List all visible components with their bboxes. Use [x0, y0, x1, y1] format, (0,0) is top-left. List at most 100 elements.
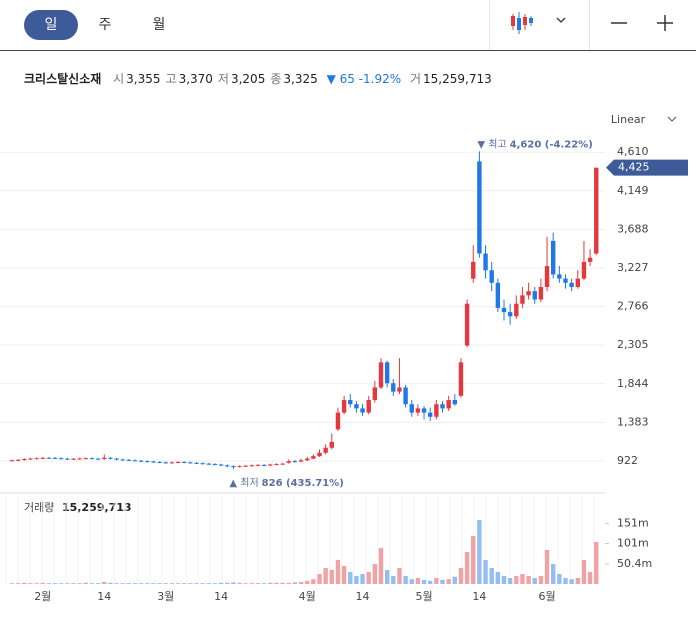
volume-bar [526, 575, 531, 584]
volume-bar [22, 582, 27, 584]
candle-body [182, 461, 187, 463]
volume-bar [391, 575, 396, 584]
volume-bar [182, 583, 187, 584]
candle-body [138, 460, 144, 462]
candle-body [243, 465, 248, 467]
candle-body [495, 282, 501, 308]
volume-bar [415, 577, 421, 584]
volume-bar [40, 582, 45, 584]
volume-bar [428, 580, 433, 584]
stock-name: 크리스탈신소재 [24, 72, 102, 86]
candle-body [206, 463, 211, 465]
volume-bar [138, 583, 144, 584]
volume-bar [354, 575, 359, 584]
field-label: 저 [217, 72, 229, 86]
volume-bar [65, 583, 70, 584]
volume-bar [194, 583, 199, 584]
annotation-value: 4,620 (-4.22%) [510, 139, 593, 150]
volume-bar [520, 573, 525, 584]
candle-body [28, 458, 33, 460]
volume-bar [280, 582, 285, 584]
volume-bar [532, 577, 537, 584]
candle-body [544, 266, 550, 287]
price-tag-label: 4,425 [618, 161, 650, 174]
scale-dropdown[interactable] [667, 116, 677, 122]
volume-bar [175, 583, 181, 584]
volume-bar [114, 583, 119, 584]
tab-week[interactable]: 주 [98, 17, 112, 33]
quote-field: 고 3,370 [166, 72, 213, 86]
candle-body [501, 307, 507, 313]
candle-body [77, 458, 82, 460]
y-tick-label: 3,688 [617, 222, 649, 235]
volume-bar [452, 576, 457, 584]
zoom-buttons[interactable] [596, 0, 696, 50]
candle-body [255, 464, 261, 466]
volume-total: 15,259,713 [62, 501, 132, 514]
candle-body [169, 462, 175, 464]
y-tick-label: 4,149 [617, 184, 649, 197]
field-label: 종 [270, 72, 282, 86]
volume-bar [249, 583, 255, 584]
candle-body [594, 167, 599, 254]
field-value: 3,205 [230, 72, 266, 86]
candle-body [446, 400, 451, 409]
candle-body [108, 457, 113, 459]
scale-label[interactable]: Linear [611, 113, 646, 126]
volume-bar [384, 569, 390, 584]
volume-bar [348, 571, 353, 584]
candle-body [551, 240, 556, 275]
volume-bar [594, 541, 599, 584]
candle-body [40, 457, 45, 459]
price-tag [606, 159, 688, 176]
field-label: 시 [113, 72, 125, 86]
volume-bar [261, 583, 267, 584]
volume-bar [464, 551, 470, 584]
candle-body [532, 291, 537, 300]
candle-body [421, 408, 427, 413]
chart-type-button[interactable] [500, 0, 580, 50]
volume-bar [378, 547, 384, 584]
candle-body [354, 404, 359, 409]
volume-bar [507, 577, 513, 584]
volume-bar [440, 579, 445, 584]
tab-month[interactable]: 월 [152, 17, 166, 33]
candle-body [372, 387, 378, 401]
candle-body [557, 274, 562, 279]
candle-body [305, 458, 310, 461]
tab-day[interactable]: 일 [24, 10, 78, 40]
candle-body [440, 404, 445, 409]
candle-body [341, 400, 347, 413]
x-tick-label: 5월 [415, 590, 432, 603]
y-tick-label: 4,610 [617, 145, 649, 158]
volume-bar [421, 579, 427, 584]
candle-body [348, 400, 353, 405]
volume-title: 거래량 [24, 501, 54, 514]
candle-body [507, 312, 513, 317]
candle-body [22, 459, 27, 461]
volume-bar [292, 582, 298, 584]
candle-body [274, 464, 279, 466]
candle-body [95, 458, 101, 460]
volume-bar [255, 583, 261, 584]
volume-bar [501, 575, 507, 584]
candle-body [397, 387, 402, 392]
change-pct: -1.92% [358, 72, 402, 86]
candle-body [569, 282, 574, 287]
x-tick-label: 2월 [34, 590, 51, 603]
candle-body [477, 161, 482, 254]
volume-bar [46, 583, 52, 584]
candle-body [15, 459, 21, 461]
candle-body [384, 362, 390, 384]
candle-body [366, 400, 371, 413]
field-value: 3,355 [126, 72, 161, 86]
candle-body [249, 465, 255, 467]
x-tick-label: 14 [356, 590, 370, 603]
candle-body [575, 278, 580, 287]
volume-bar [563, 577, 568, 584]
change: ▼ 65 [326, 72, 355, 86]
volume-bar [200, 583, 205, 584]
candle-body [292, 461, 298, 463]
candle-body [464, 303, 470, 346]
